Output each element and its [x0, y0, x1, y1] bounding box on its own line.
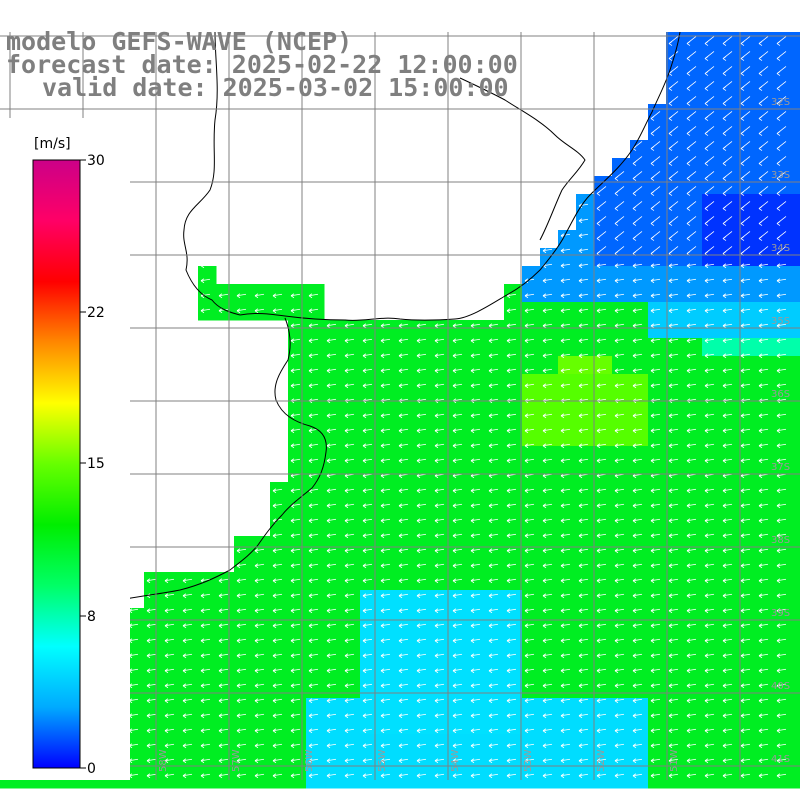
lon-label: 52W: [596, 749, 607, 772]
lon-label: 56W: [304, 749, 315, 772]
title-valid-date: valid date: 2025-03-02 15:00:00: [42, 73, 509, 102]
color-bar-tick-label: 22: [87, 305, 105, 321]
map-title: modelo GEFS-WAVE (NCEP) forecast date: 2…: [0, 0, 800, 102]
color-bar-tick-label: 30: [87, 153, 105, 169]
lat-label: 41S: [771, 754, 790, 765]
title-model: modelo GEFS-WAVE (NCEP): [6, 27, 352, 56]
lat-label: 34S: [771, 243, 790, 254]
color-bar-tick-label: 15: [87, 456, 105, 472]
color-bar-scale: [32, 159, 81, 769]
lon-label: 58W: [158, 749, 169, 772]
color-bar-tick-label: 8: [87, 609, 96, 625]
lat-label: 35S: [771, 316, 790, 327]
lat-label: 36S: [771, 389, 790, 400]
lon-label: 53W: [523, 749, 534, 772]
lat-label: 38S: [771, 535, 790, 546]
lon-label: 54W: [450, 749, 461, 772]
lon-label: 57W: [231, 749, 242, 772]
lat-label: 32S: [771, 97, 790, 108]
lat-label: 37S: [771, 462, 790, 473]
lon-label: 55W: [377, 749, 388, 772]
lon-label: 51W: [669, 749, 680, 772]
color-bar: [m/s] 30 22 15 8 0: [0, 118, 130, 780]
color-bar-ticks: 30 22 15 8 0: [80, 153, 105, 777]
color-bar-unit: [m/s]: [34, 136, 71, 152]
color-bar-tick-label: 0: [87, 761, 96, 777]
lat-label: 40S: [771, 681, 790, 692]
lat-label: 39S: [771, 608, 790, 619]
lat-label: 33S: [771, 170, 790, 181]
title-forecast-date: forecast date: 2025-02-22 12:00:00: [6, 50, 518, 79]
